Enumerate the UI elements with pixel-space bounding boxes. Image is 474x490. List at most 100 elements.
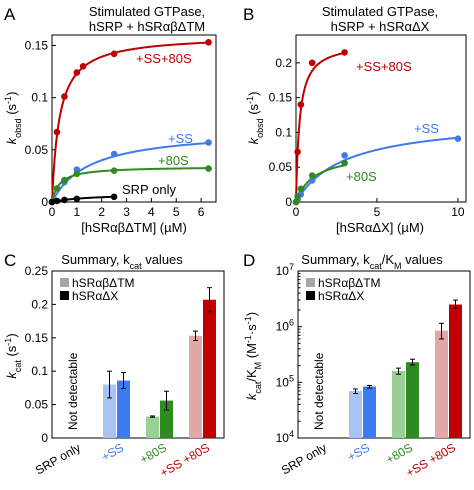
- panel-c-plot-frame: [51, 270, 225, 439]
- panel-d-not-detectable: Not detectable: [312, 352, 326, 430]
- y-tick-label: 0.2: [275, 56, 292, 70]
- legend-label-a-ss: +SS: [168, 131, 193, 146]
- panel-c-ylabel: kcat (s-1): [3, 333, 23, 378]
- data-point: [53, 185, 61, 192]
- data-point: [61, 196, 68, 204]
- panel-d-plot-frame: [297, 270, 471, 439]
- panel-d-bars: [349, 299, 462, 438]
- panel-a-title-line1: Stimulated GTPase,: [89, 4, 205, 19]
- bar: [103, 384, 116, 438]
- legend-label-b-ss80s: +SS+80S: [356, 59, 412, 74]
- bar: [349, 390, 362, 438]
- data-point: [341, 49, 348, 56]
- data-point: [61, 176, 68, 184]
- panel-letter-c: C: [4, 251, 16, 270]
- y-tick-label: 0: [41, 195, 48, 209]
- series-line: [295, 164, 345, 203]
- panel-a-points: [48, 39, 212, 206]
- bar: [406, 362, 419, 438]
- data-point: [53, 128, 61, 136]
- legend-label-d-dx: hSRαΔX: [318, 289, 364, 303]
- data-point: [110, 50, 118, 58]
- legend-label-b-ss: +SS: [414, 121, 439, 136]
- legend-label-d-tm: hSRαβΔTM: [318, 276, 381, 290]
- bar: [146, 416, 159, 438]
- panel-a-plot-frame: [51, 34, 217, 203]
- x-tick-label: 5: [374, 205, 381, 219]
- panel-a-ticks: 0 1 2 3 4 5 6 0 0.05 0.1 0.15: [25, 38, 205, 219]
- x-tick-label: 1: [74, 205, 81, 219]
- category-label: SRP only: [33, 440, 83, 477]
- data-point: [292, 198, 300, 206]
- y-tick-label: 0.1: [275, 125, 292, 139]
- x-tick-label: 2: [98, 205, 105, 219]
- data-point: [61, 93, 68, 100]
- data-point: [297, 101, 305, 108]
- bar: [392, 370, 405, 438]
- data-point: [205, 165, 212, 172]
- y-tick-label: 0: [285, 195, 292, 209]
- legend-label-b-80s: +80S: [346, 169, 377, 184]
- panel-a-ylabel: kobsd (s-1): [3, 92, 23, 145]
- panel-c-not-detectable: Not detectable: [66, 352, 80, 430]
- data-point: [294, 148, 301, 156]
- y-tick-label: 0.25: [25, 264, 49, 278]
- data-point: [79, 63, 87, 70]
- data-point: [205, 139, 212, 146]
- y-tick-label: 105: [276, 373, 294, 389]
- data-point: [454, 135, 462, 142]
- panel-b-ylabel: kobsd (s-1): [245, 92, 265, 145]
- x-tick-label: 5: [173, 205, 180, 219]
- panel-letter-d: D: [243, 251, 255, 270]
- bar: [449, 304, 462, 438]
- category-label: SRP only: [279, 440, 329, 477]
- panel-a-xlabel: [hSRαβΔTM] (µM): [81, 220, 187, 235]
- panel-b-ticks: 0 5 10 0 0.05 0.1 0.15 0.2: [269, 56, 465, 219]
- data-point: [110, 150, 118, 158]
- category-label: +SS +80S: [404, 440, 458, 479]
- panel-b-title-line2: hSRP + hSRαΔX: [331, 19, 430, 34]
- bar: [435, 330, 448, 438]
- data-point: [73, 195, 81, 203]
- legend-label-a-ss80s: +SS+80S: [136, 51, 192, 66]
- panel-b-title-line1: Stimulated GTPase,: [322, 4, 438, 19]
- data-point: [308, 177, 316, 184]
- y-tick-label: 0.15: [25, 331, 49, 345]
- panel-d-categories: SRP only +SS +80S+SS +80S: [279, 440, 458, 479]
- panel-a-curves: [51, 41, 209, 203]
- panel-d: D Summary, kcat/KM values 104 105 106 107 S…: [243, 251, 471, 480]
- bar: [203, 299, 216, 438]
- panel-b-xlabel: [hSRαΔX] (µM): [336, 220, 424, 235]
- data-point: [48, 198, 56, 206]
- legend-swatch-c-tm: [60, 278, 69, 287]
- series-line: [51, 41, 209, 203]
- panel-d-title: Summary, kcat/KM values: [301, 252, 443, 271]
- panel-c-categories: SRP only +SS +80S+SS +80S: [33, 440, 212, 479]
- panel-c: C Summary, kcat values 0 0.05 0.1 0.15 0.2 0.…: [3, 251, 225, 480]
- panel-a: A Stimulated GTPase, hSRP + hSRαβΔTM 0 1 2…: [3, 4, 217, 235]
- panel-letter-a: A: [4, 5, 16, 24]
- legend-label-a-80s: +80S: [158, 153, 189, 168]
- data-point: [205, 39, 212, 46]
- category-label: +80S: [383, 440, 415, 466]
- data-point: [73, 69, 81, 76]
- y-tick-label: 0.05: [25, 143, 49, 157]
- legend-swatch-d-tm: [306, 278, 315, 287]
- y-tick-label: 0.1: [31, 364, 48, 378]
- category-label: +SS +80S: [158, 440, 212, 479]
- data-point: [341, 152, 348, 159]
- y-tick-label: 0.15: [269, 91, 293, 105]
- data-point: [110, 167, 118, 174]
- series-line: [295, 51, 345, 203]
- panel-letter-b: B: [243, 5, 254, 24]
- panel-d-ticks: 104 105 106 107: [276, 262, 302, 445]
- x-tick-label: 0: [293, 205, 300, 219]
- category-label: +SS: [345, 440, 372, 464]
- bar: [189, 335, 202, 438]
- panel-c-title: Summary, kcat values: [61, 252, 183, 271]
- data-point: [110, 193, 118, 201]
- panel-b: B Stimulated GTPase, hSRP + hSRαΔX 0 5 100…: [243, 4, 467, 235]
- legend-swatch-d-dx: [306, 291, 315, 300]
- x-tick-label: 4: [148, 205, 155, 219]
